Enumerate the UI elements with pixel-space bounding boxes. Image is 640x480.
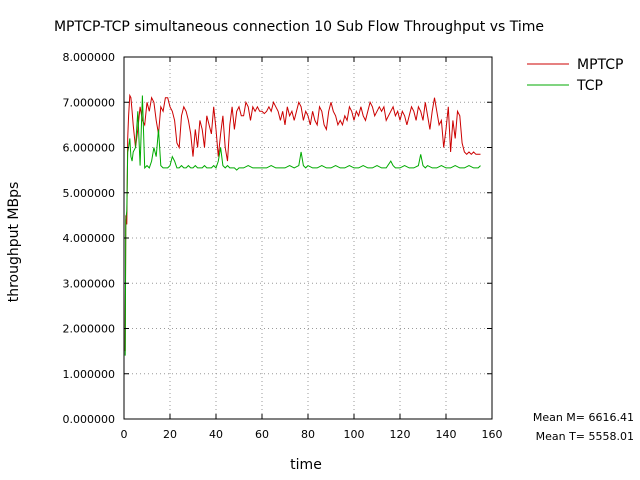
x-tick-label: 100 <box>344 428 365 441</box>
y-tick-label: 4.000000 <box>63 232 116 245</box>
mean-mptcp-annotation: Mean M= 6616.41 <box>533 411 634 424</box>
y-axis-label: throughput MBps <box>6 182 22 303</box>
x-tick-label: 60 <box>255 428 269 441</box>
legend-label-mptcp: MPTCP <box>577 57 623 73</box>
x-axis-label: time <box>290 457 322 473</box>
x-tick-label: 80 <box>301 428 315 441</box>
y-tick-label: 1.000000 <box>63 368 116 381</box>
x-tick-label: 20 <box>163 428 177 441</box>
axis-ticks: 0 20 40 60 80 100 120 140 160 0.000000 1.000000 2.0… <box>63 51 503 441</box>
series-lines <box>124 93 481 356</box>
y-tick-label: 2.000000 <box>63 323 116 336</box>
x-tick-label: 40 <box>209 428 223 441</box>
series-line-tcp <box>124 95 481 356</box>
y-tick-label: 7.000000 <box>63 96 116 109</box>
x-tick-label: 120 <box>390 428 411 441</box>
y-tick-label: 3.000000 <box>63 277 116 290</box>
y-tick-label: 0.000000 <box>63 413 116 426</box>
x-tick-label: 140 <box>436 428 457 441</box>
series-line-mptcp <box>124 93 481 352</box>
y-tick-label: 6.000000 <box>63 142 116 155</box>
mean-tcp-annotation: Mean T= 5558.01 <box>536 430 634 443</box>
x-tick-label: 0 <box>121 428 128 441</box>
legend-label-tcp: TCP <box>576 78 603 94</box>
legend: MPTCP TCP <box>527 57 623 94</box>
y-tick-label: 5.000000 <box>63 187 116 200</box>
x-tick-label: 160 <box>482 428 503 441</box>
y-tick-label: 8.000000 <box>63 51 116 64</box>
chart-title: MPTCP-TCP simultaneous connection 10 Sub… <box>54 19 544 35</box>
